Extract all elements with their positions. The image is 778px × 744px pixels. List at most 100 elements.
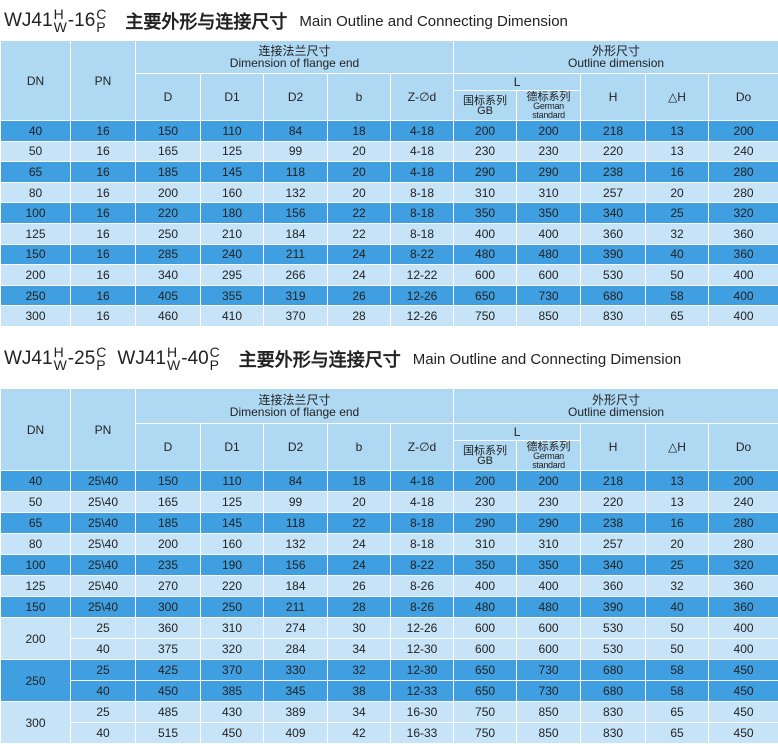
data-cell: 4-18 — [389, 161, 455, 183]
model-bottom: W — [53, 19, 67, 35]
data-cell: 389 — [263, 701, 328, 723]
header-text: DN — [26, 422, 45, 437]
data-cell: 450 — [200, 722, 264, 744]
dn-cell: 50 — [0, 491, 71, 513]
dn-cell: 100 — [0, 202, 71, 224]
data-cell: 280 — [708, 512, 778, 534]
header-text: H — [608, 440, 618, 454]
dn-cell: 125 — [0, 575, 71, 597]
data-row: 40 375 320 284 34 12-30 600 600 530 50 400 — [1, 638, 778, 660]
data-cell: 20 — [645, 533, 710, 555]
header-cell: b — [327, 73, 391, 121]
header-en: GB — [477, 454, 493, 467]
data-cell: 680 — [580, 680, 647, 702]
header-text: L — [513, 75, 521, 89]
data-row: 100 16 220 180 156 22 8-18 350 350 340 25 320 — [0, 202, 778, 224]
data-cell: 25\40 — [70, 554, 136, 576]
data-cell: 650 — [453, 659, 518, 681]
data-cell: 30 — [327, 617, 391, 639]
data-cell: 850 — [516, 305, 582, 327]
header-cell: DN — [0, 40, 71, 121]
data-cell: 65 — [645, 722, 710, 744]
data-cell: 220 — [135, 202, 201, 224]
data-cell: 340 — [580, 202, 647, 224]
header-row: DN PN 连接法兰尺寸 Dimension of flange end 外形尺寸 Out… — [0, 40, 778, 121]
data-cell: 350 — [516, 554, 582, 576]
data-cell: 13 — [645, 140, 710, 163]
header-text: b — [355, 440, 363, 454]
data-cell: 12-33 — [389, 680, 455, 702]
data-cell: 132 — [263, 533, 328, 555]
data-cell: 650 — [453, 284, 518, 307]
data-cell: 830 — [580, 305, 647, 327]
header-cell: D1 — [200, 73, 264, 121]
data-cell: 350 — [453, 202, 518, 224]
data-cell: 480 — [516, 596, 582, 618]
header-row: DN PN 连接法兰尺寸 Dimension of flange end 外形尺寸 Out… — [0, 388, 778, 471]
data-cell: 320 — [708, 202, 778, 224]
data-cell: 360 — [580, 222, 647, 245]
data-cell: 450 — [708, 722, 778, 744]
title-en: Main Outline and Connecting Dimension — [412, 350, 682, 368]
data-cell: 118 — [263, 512, 328, 534]
header-en: Outline dimension — [568, 405, 665, 419]
data-cell: 360 — [708, 243, 778, 266]
header-row: 国标系列 GB 德标系列 German standard — [1, 440, 778, 471]
data-cell: 185 — [135, 161, 201, 183]
data-cell: 32 — [327, 659, 391, 681]
data-cell: 184 — [263, 575, 328, 597]
header-cell: D — [135, 423, 201, 471]
data-cell: 310 — [453, 533, 518, 555]
data-cell: 230 — [516, 491, 582, 513]
model-name: WJ41 H W -25 C P — [4, 345, 107, 372]
data-cell: 400 — [708, 264, 778, 286]
data-cell: 32 — [645, 575, 710, 597]
header-text: b — [355, 90, 363, 104]
data-cell: 409 — [263, 722, 328, 744]
header-cell: L — [453, 423, 582, 441]
data-cell: 680 — [580, 284, 647, 307]
data-cell: 266 — [263, 264, 328, 286]
data-row: 150 16 285 240 211 24 8-22 480 480 390 40 360 — [0, 243, 778, 266]
header-en: German standard — [532, 100, 565, 120]
data-cell: 13 — [645, 120, 710, 142]
title-cn: 主要外形与连接尺寸 — [125, 12, 288, 32]
header-en: Outline dimension — [568, 56, 665, 70]
model-top: H — [166, 344, 178, 360]
data-cell: 165 — [135, 491, 201, 513]
header-text: D — [163, 440, 173, 454]
model-base: WJ41 — [4, 348, 53, 369]
data-cell: 230 — [516, 140, 582, 163]
model-top: C — [96, 6, 107, 22]
data-cell: 12-26 — [389, 617, 455, 639]
header-text: D1 — [224, 90, 240, 104]
header-cell: D2 — [263, 73, 328, 121]
data-cell: 99 — [263, 491, 328, 513]
data-cell: 320 — [708, 554, 778, 576]
data-cell: 600 — [453, 264, 518, 286]
dn-cell: 200 — [0, 617, 71, 660]
data-row: 40 515 450 409 42 16-33 750 850 830 65 450 — [1, 722, 778, 744]
data-row: 80 25\40 200 160 132 24 8-18 310 310 257 20 280 — [0, 533, 778, 555]
data-cell: 200 — [516, 120, 582, 142]
data-cell: 850 — [516, 722, 582, 744]
data-cell: 40 — [70, 638, 136, 660]
data-cell: 22 — [327, 202, 391, 224]
data-cell: 355 — [200, 284, 264, 307]
header-cn: 德标系列 — [526, 440, 571, 453]
data-cell: 385 — [200, 680, 264, 702]
data-cell: 750 — [453, 701, 518, 723]
data-cell: 145 — [200, 161, 264, 183]
data-cell: 220 — [580, 491, 647, 513]
header-cell: 德标系列 German standard — [516, 90, 582, 121]
data-cell: 310 — [516, 533, 582, 555]
header-cell: Do — [708, 423, 778, 471]
data-row: 250 16 405 355 319 26 12-26 650 730 680 58 400 — [0, 284, 778, 307]
data-cell: 400 — [453, 222, 518, 245]
data-cell: 4-18 — [389, 120, 455, 142]
data-cell: 480 — [516, 243, 582, 266]
data-row: 200 16 340 295 266 24 12-22 600 600 530 50 400 — [0, 264, 778, 286]
data-cell: 284 — [263, 638, 328, 660]
header-cell: H — [580, 73, 647, 121]
data-cell: 310 — [453, 181, 518, 204]
